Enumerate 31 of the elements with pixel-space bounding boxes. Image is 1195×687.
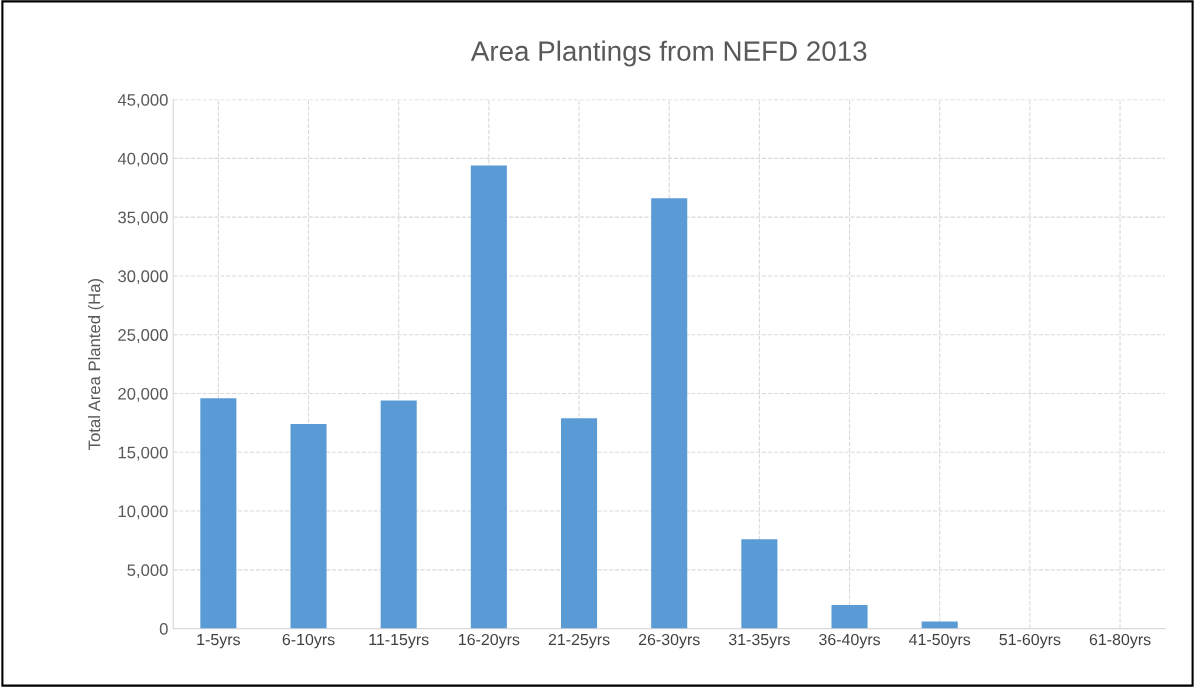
x-tick-label: 36-40yrs — [819, 633, 881, 649]
x-tick-label: 16-20yrs — [459, 633, 520, 649]
x-tick-label: 51-60yrs — [999, 633, 1061, 649]
y-tick-label: 45,000 — [117, 94, 168, 108]
bar — [651, 198, 688, 629]
y-tick-label: 0 — [159, 623, 168, 635]
x-tick-label: 6-10yrs — [282, 633, 335, 649]
x-tick-label: 11-15yrs — [369, 634, 429, 649]
y-tick-label: 35,000 — [118, 211, 168, 226]
bar — [380, 400, 417, 629]
bar — [741, 539, 778, 629]
x-tick-label: 26-30yrs — [638, 633, 700, 649]
x-tick-label: 21-25yrs — [548, 633, 610, 649]
y-tick-label: 5,000 — [127, 564, 168, 578]
y-tick-label: 25,000 — [118, 329, 168, 343]
y-tick-label: 40,000 — [117, 152, 168, 167]
bar — [290, 424, 327, 629]
y-tick-label: 10,000 — [118, 505, 168, 520]
y-axis-title: Total Area Planted (Ha) — [88, 278, 104, 450]
bar — [561, 418, 598, 629]
bar — [470, 165, 507, 629]
y-tick-label: 15,000 — [118, 446, 168, 461]
bar — [200, 398, 237, 629]
x-tick-label: 41-50yrs — [909, 633, 971, 649]
x-tick-label: 31-35yrs — [728, 633, 790, 649]
y-tick-label: 30,000 — [118, 270, 168, 285]
y-tick-label: 20,000 — [118, 387, 168, 402]
bar — [831, 605, 868, 629]
x-tick-label: 1-5yrs — [197, 634, 240, 649]
chart-title: Area Plantings from NEFD 2013 — [470, 40, 867, 67]
x-tick-label: 61-80yrs — [1089, 633, 1151, 649]
